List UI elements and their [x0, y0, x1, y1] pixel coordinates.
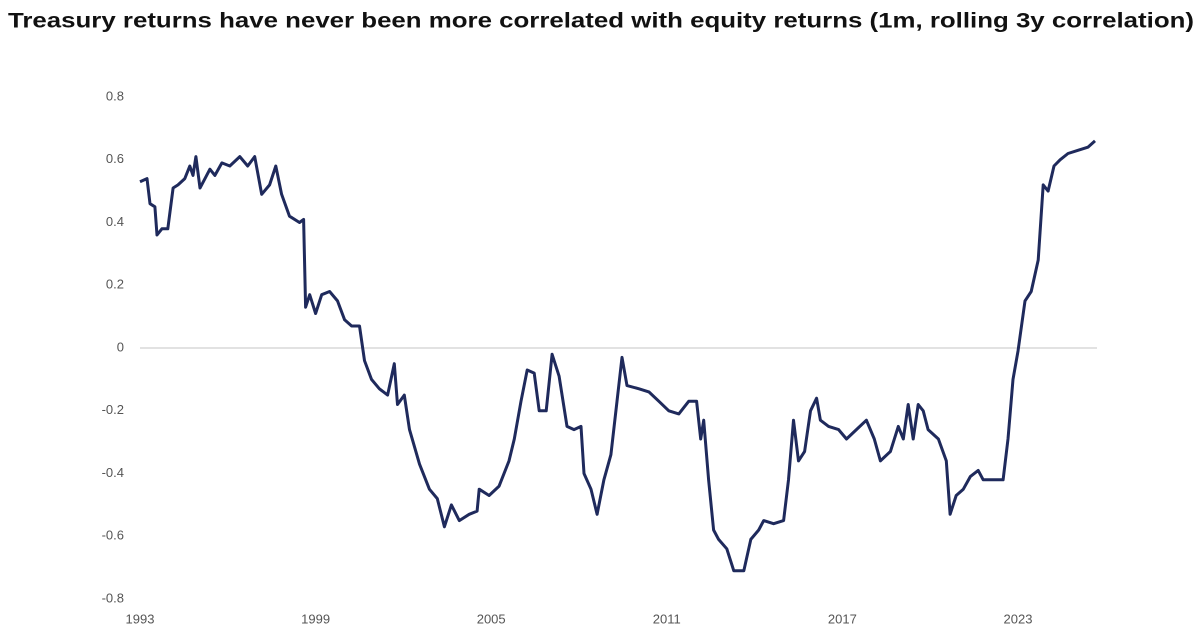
y-tick-label: 0.6: [106, 151, 124, 166]
x-tick-label: 2011: [653, 611, 681, 626]
x-tick-label: 2017: [828, 611, 857, 626]
y-tick-label: 0: [117, 339, 124, 354]
y-tick-label: -0.2: [102, 402, 124, 417]
data-line: [139, 139, 1096, 573]
x-tick-label: 1993: [126, 611, 155, 626]
y-tick-label: 0.8: [106, 88, 124, 103]
y-tick-label: -0.6: [102, 528, 124, 543]
y-tick-label: 0.4: [106, 214, 124, 229]
x-tick-label: 1999: [301, 611, 330, 626]
chart-title: Treasury returns have never been more co…: [8, 10, 1194, 33]
x-tick-label: 2023: [1004, 611, 1033, 626]
y-tick-label: -0.8: [102, 590, 124, 605]
y-tick-label: 0.2: [106, 277, 124, 292]
y-tick-label: -0.4: [102, 465, 124, 480]
x-tick-label: 2005: [477, 611, 506, 626]
